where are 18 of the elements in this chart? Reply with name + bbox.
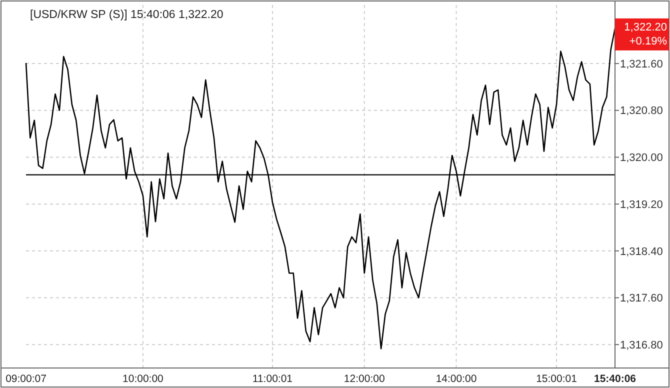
x-tick-label: 10:00:00	[122, 373, 164, 385]
y-tick-label: 1,320.00	[620, 152, 663, 164]
chart-title: [USD/KRW SP (S)] 15:40:06 1,322.20	[30, 9, 224, 21]
x-tick-label: 12:00:00	[344, 373, 385, 385]
line-series	[25, 28, 616, 350]
y-tick-label: 1,321.60	[620, 58, 663, 70]
annotation: +0.19%	[629, 35, 668, 48]
x-tick-label: 11:00:01	[252, 373, 293, 385]
y-tick-label: 1,320.80	[620, 105, 663, 118]
y-tick-label: 1,317.60	[620, 292, 663, 305]
annotation: 1,322.20	[624, 21, 667, 34]
y-tick-label: 1,319.20	[620, 198, 663, 211]
x-tick-label: 09:00:07	[6, 373, 47, 385]
x-tick-label: 14:00:00	[436, 373, 477, 385]
x-tick-label: 15:40:06	[594, 373, 636, 385]
y-tick-label: 1,316.80	[620, 339, 663, 352]
x-tick-label: 15:00:01	[536, 373, 578, 385]
y-tick-label: 1,318.40	[620, 246, 663, 258]
